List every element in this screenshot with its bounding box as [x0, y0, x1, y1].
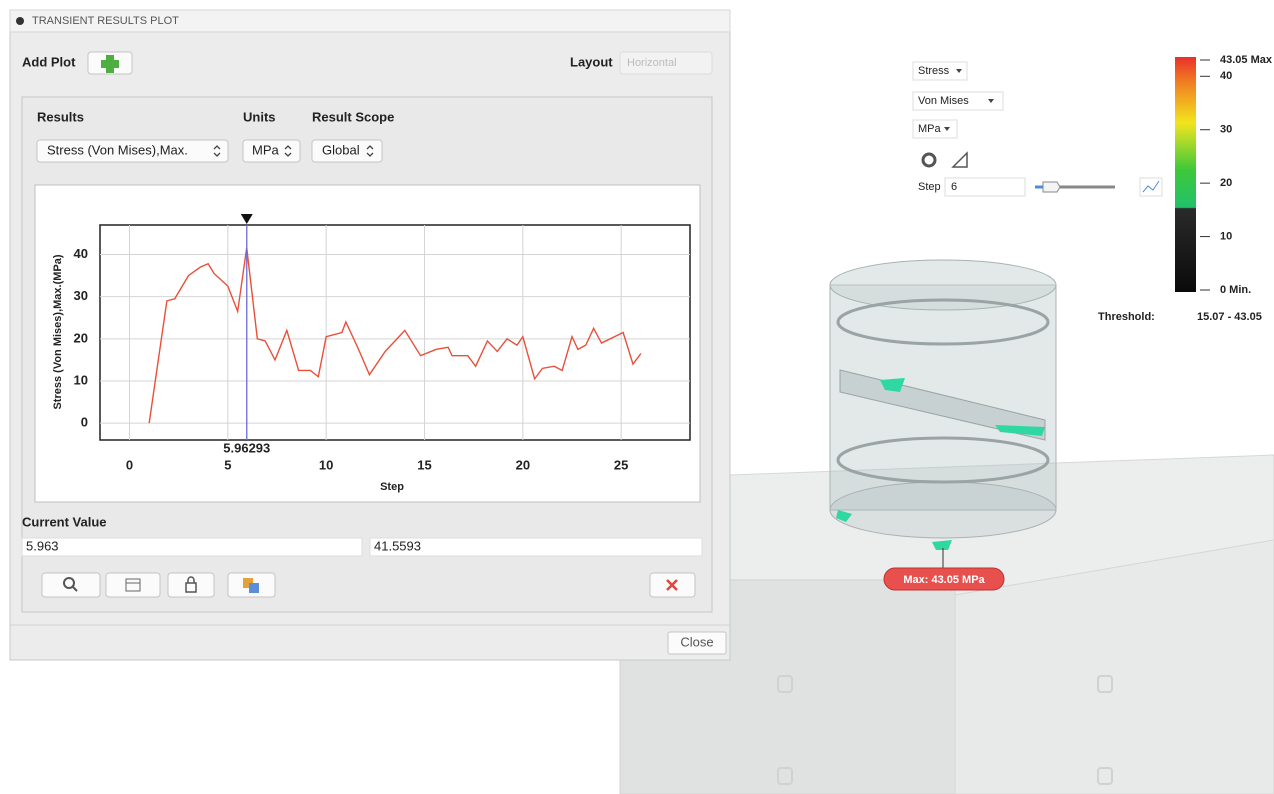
- results-label: Results: [37, 109, 84, 124]
- plot-icon[interactable]: [1140, 178, 1162, 196]
- scope-value: Global: [322, 142, 360, 157]
- result-type: Stress: [918, 65, 950, 77]
- layout-label: Layout: [570, 54, 613, 69]
- units-value: MPa: [252, 142, 280, 157]
- settings-icon[interactable]: [923, 154, 935, 166]
- legend-label: 0 Min.: [1220, 284, 1251, 296]
- current-value-label: Current Value: [22, 514, 107, 529]
- color-legend: [1175, 57, 1196, 292]
- x-tick-label: 20: [516, 457, 530, 472]
- y-tick-label: 40: [74, 246, 88, 261]
- x-tick-label: 0: [126, 457, 133, 472]
- y-tick-label: 20: [74, 330, 88, 345]
- units-label: Units: [243, 109, 276, 124]
- step-value: 6: [951, 181, 957, 193]
- step-slider[interactable]: [1043, 182, 1060, 192]
- probe-icon[interactable]: [953, 153, 967, 167]
- scope-label: Result Scope: [312, 109, 394, 124]
- dialog-title: TRANSIENT RESULTS PLOT: [32, 15, 179, 27]
- component: Von Mises: [918, 95, 969, 107]
- y-tick-label: 10: [74, 372, 88, 387]
- close-label: Close: [680, 634, 713, 649]
- dialog: TRANSIENT RESULTS PLOT Add Plot Layout H…: [10, 10, 730, 660]
- legend-label: 20: [1220, 177, 1232, 189]
- x-tick-label: 5: [224, 457, 231, 472]
- x-tick-label: 10: [319, 457, 333, 472]
- viewer-units: MPa: [918, 123, 942, 135]
- layout-value: Horizontal: [627, 57, 677, 69]
- current-x: 5.963: [26, 538, 59, 553]
- legend-label: 30: [1220, 124, 1232, 136]
- current-x-field[interactable]: [22, 538, 362, 556]
- y-tick-label: 0: [81, 415, 88, 430]
- zoom-button[interactable]: [42, 573, 100, 597]
- threshold-value: 15.07 - 43.05: [1197, 311, 1262, 323]
- results-value: Stress (Von Mises),Max.: [47, 142, 188, 157]
- cursor-label: 5.96293: [223, 440, 270, 455]
- legend-label: 40: [1220, 70, 1232, 82]
- step-label: Step: [918, 181, 941, 193]
- add-plot-label: Add Plot: [22, 54, 76, 69]
- legend-label: 43.05 Max: [1220, 54, 1273, 66]
- table-button[interactable]: [106, 573, 160, 597]
- y-tick-label: 30: [74, 288, 88, 303]
- legend-label: 10: [1220, 230, 1232, 242]
- y-axis-label: Stress (Von Mises),Max.(MPa): [52, 254, 64, 409]
- screen: Max: 43.05 MPa Stress Von Mises MPa Step…: [0, 0, 1274, 794]
- threshold-label: Threshold:: [1098, 311, 1155, 323]
- x-tick-label: 25: [614, 457, 628, 472]
- max-label: Max: 43.05 MPa: [903, 574, 985, 586]
- current-y: 41.5593: [374, 538, 421, 553]
- x-tick-label: 15: [417, 457, 431, 472]
- x-axis-label: Step: [380, 481, 404, 493]
